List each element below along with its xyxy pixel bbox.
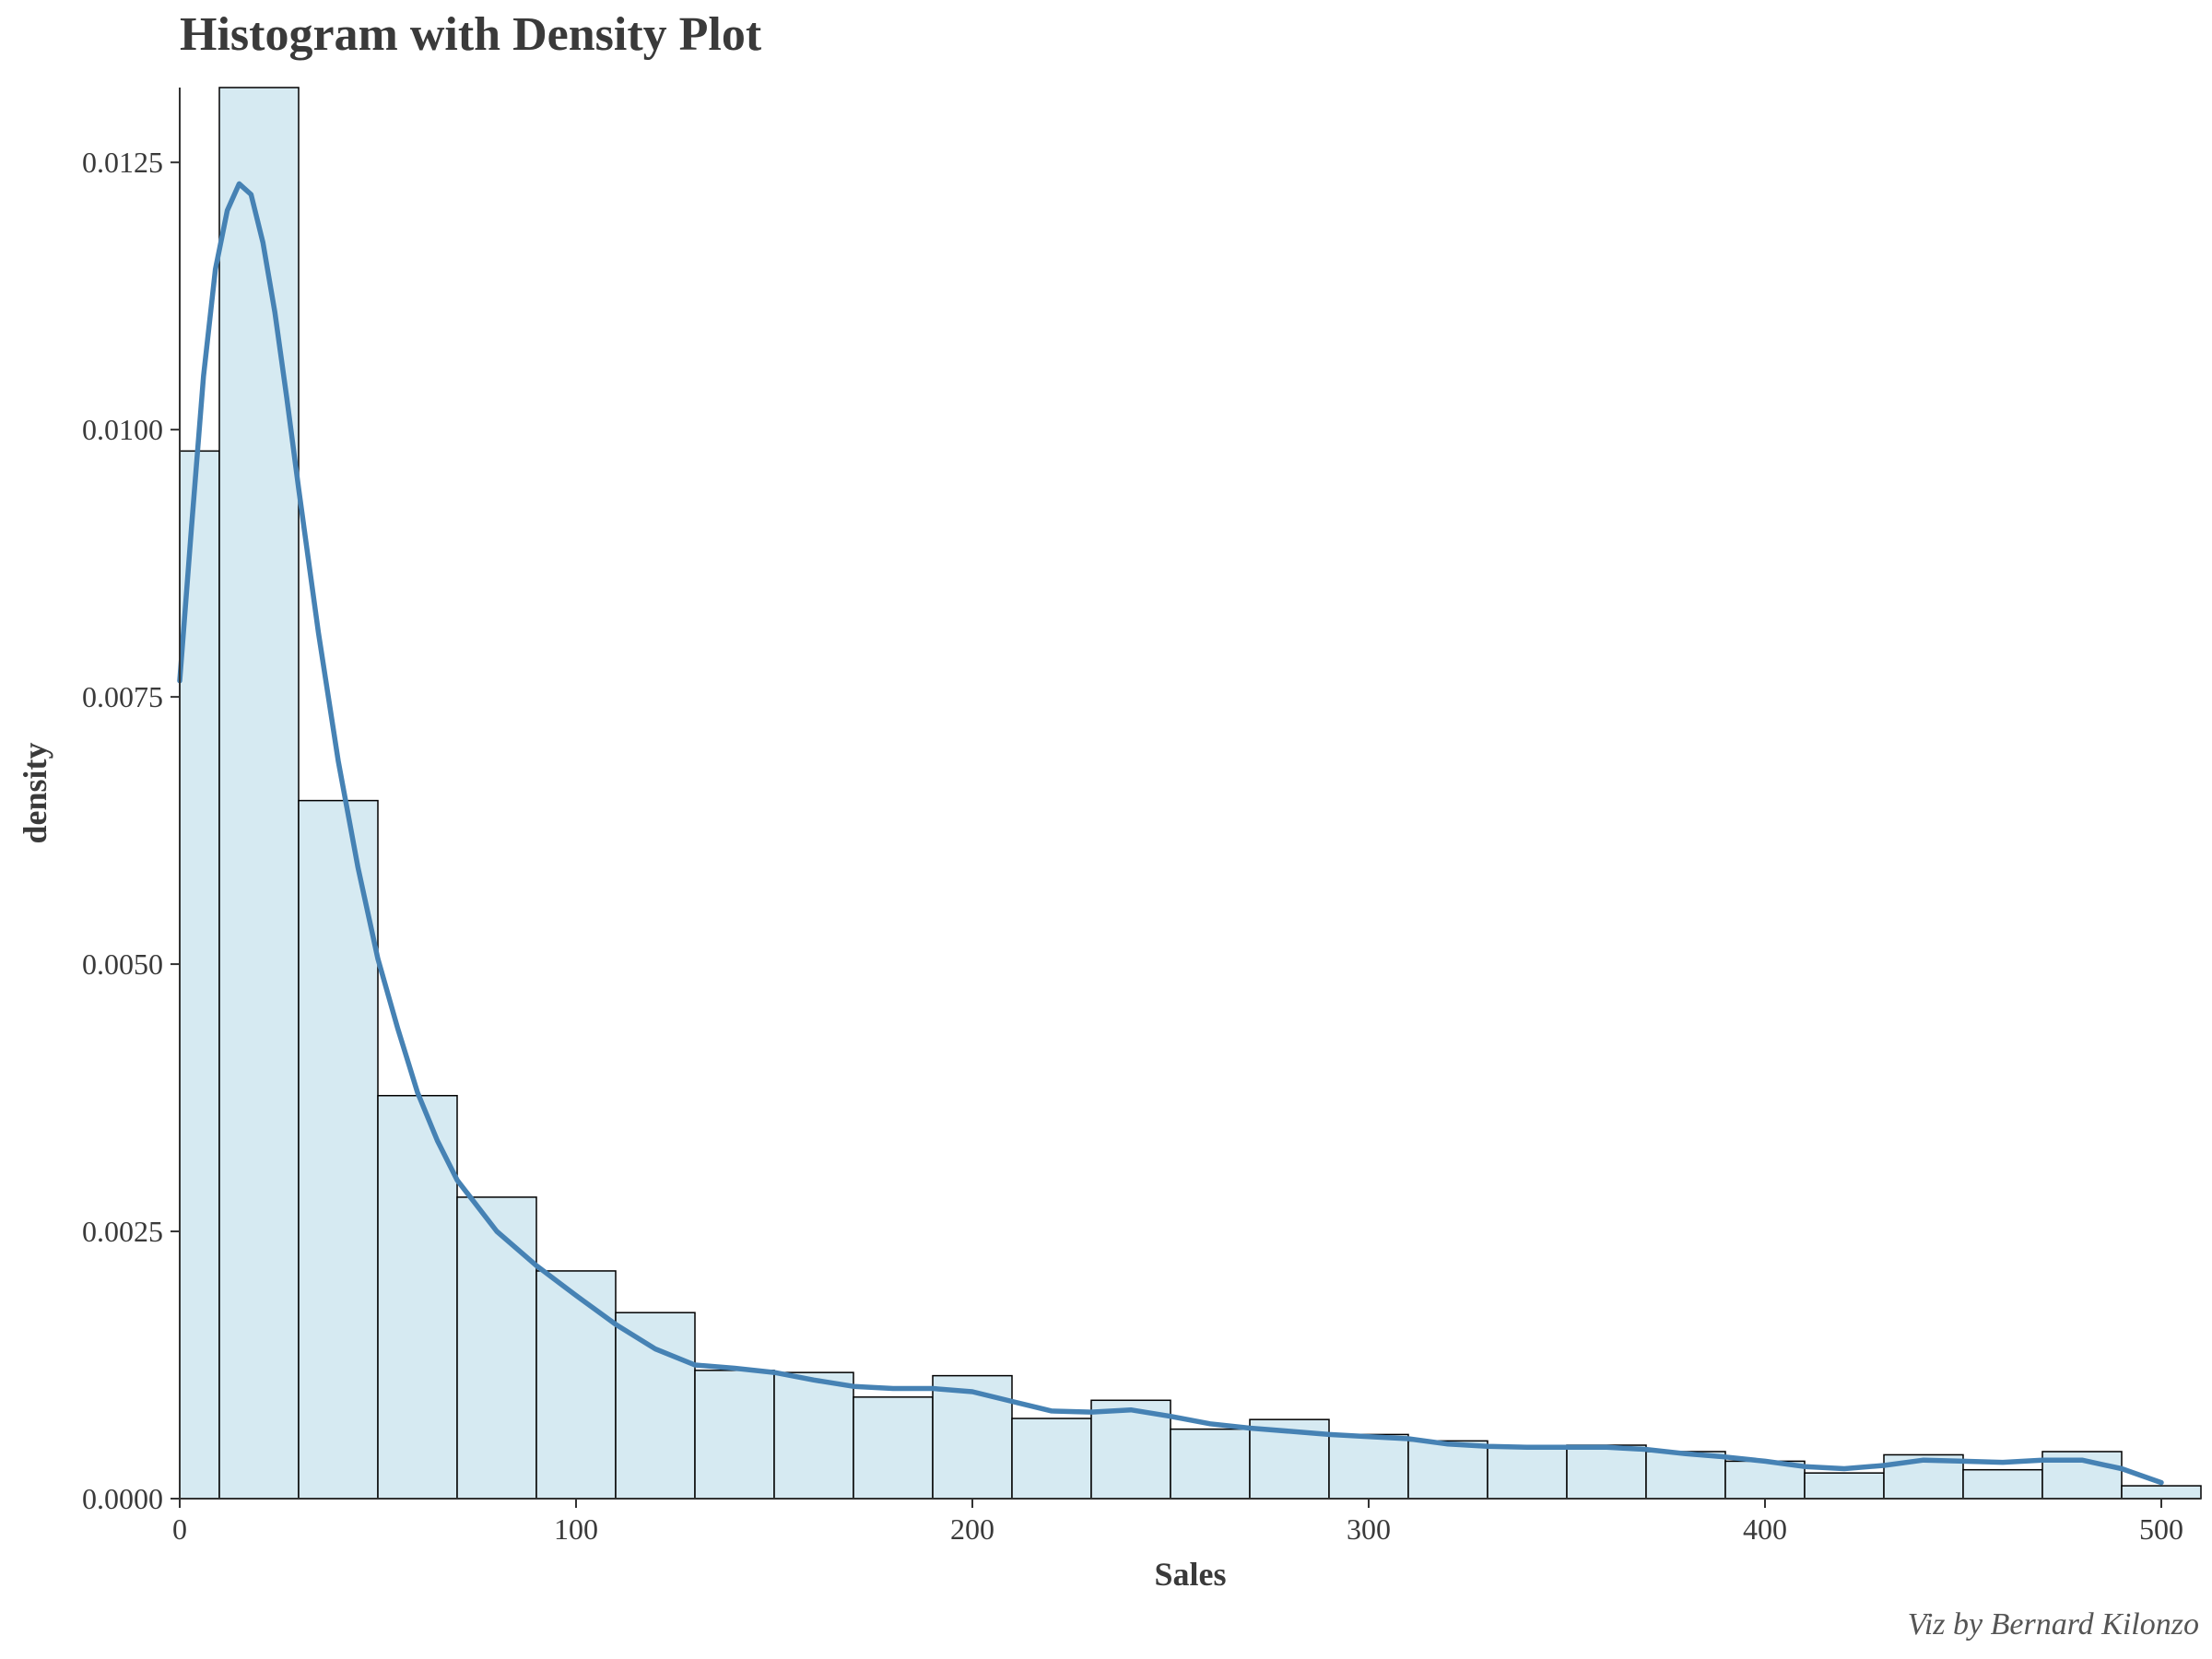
histogram-bin-25 <box>2121 1485 2202 1500</box>
histogram-bin-15 <box>1328 1433 1409 1500</box>
chart-title: Histogram with Density Plot <box>180 8 762 61</box>
histogram-bin-21 <box>1804 1472 1885 1500</box>
histogram-bin-5 <box>535 1270 617 1500</box>
y-axis-title: density <box>17 742 53 843</box>
y-tick-label: 0.0000 <box>82 1482 163 1515</box>
y-tick-label: 0.0025 <box>82 1215 163 1248</box>
histogram-bin-7 <box>694 1370 775 1500</box>
x-tick-label: 400 <box>1743 1512 1787 1546</box>
caption: Viz by Bernard Kilonzo <box>1907 1607 2199 1641</box>
histogram-bin-1 <box>218 87 300 1500</box>
histogram-bin-9 <box>853 1396 934 1500</box>
density-curve <box>177 181 2164 1486</box>
histogram-bin-2 <box>298 799 379 1500</box>
y-tick-label: 0.0075 <box>82 680 163 713</box>
histogram-bin-18 <box>1566 1444 1647 1500</box>
histogram-bin-16 <box>1407 1440 1488 1500</box>
y-tick-label: 0.0050 <box>82 947 163 981</box>
y-axis-ticks: 0.0000 0.0025 0.0050 0.0075 0.0100 0.0125 <box>82 146 180 1515</box>
histogram-bin-6 <box>615 1312 696 1500</box>
x-axis-ticks: 0 100 200 300 400 500 <box>172 1499 2183 1546</box>
y-tick-label: 0.0125 <box>82 146 163 179</box>
histogram-bin-8 <box>773 1371 854 1500</box>
histogram-bin-4 <box>456 1196 537 1500</box>
x-tick-label: 100 <box>554 1512 598 1546</box>
x-tick-label: 0 <box>172 1512 187 1546</box>
histogram-bin-11 <box>1011 1418 1092 1500</box>
histogram-bin-3 <box>377 1094 458 1500</box>
x-axis-title: Sales <box>1154 1556 1226 1593</box>
histogram-bin-17 <box>1487 1445 1568 1500</box>
x-tick-label: 300 <box>1347 1512 1391 1546</box>
histogram-bin-13 <box>1170 1428 1251 1500</box>
histogram-bin-19 <box>1645 1451 1726 1500</box>
y-tick-label: 0.0100 <box>82 413 163 446</box>
histogram-bins <box>179 87 2202 1500</box>
x-tick-label: 200 <box>950 1512 994 1546</box>
histogram-bin-23 <box>1962 1468 2043 1500</box>
x-tick-label: 500 <box>2139 1512 2183 1546</box>
